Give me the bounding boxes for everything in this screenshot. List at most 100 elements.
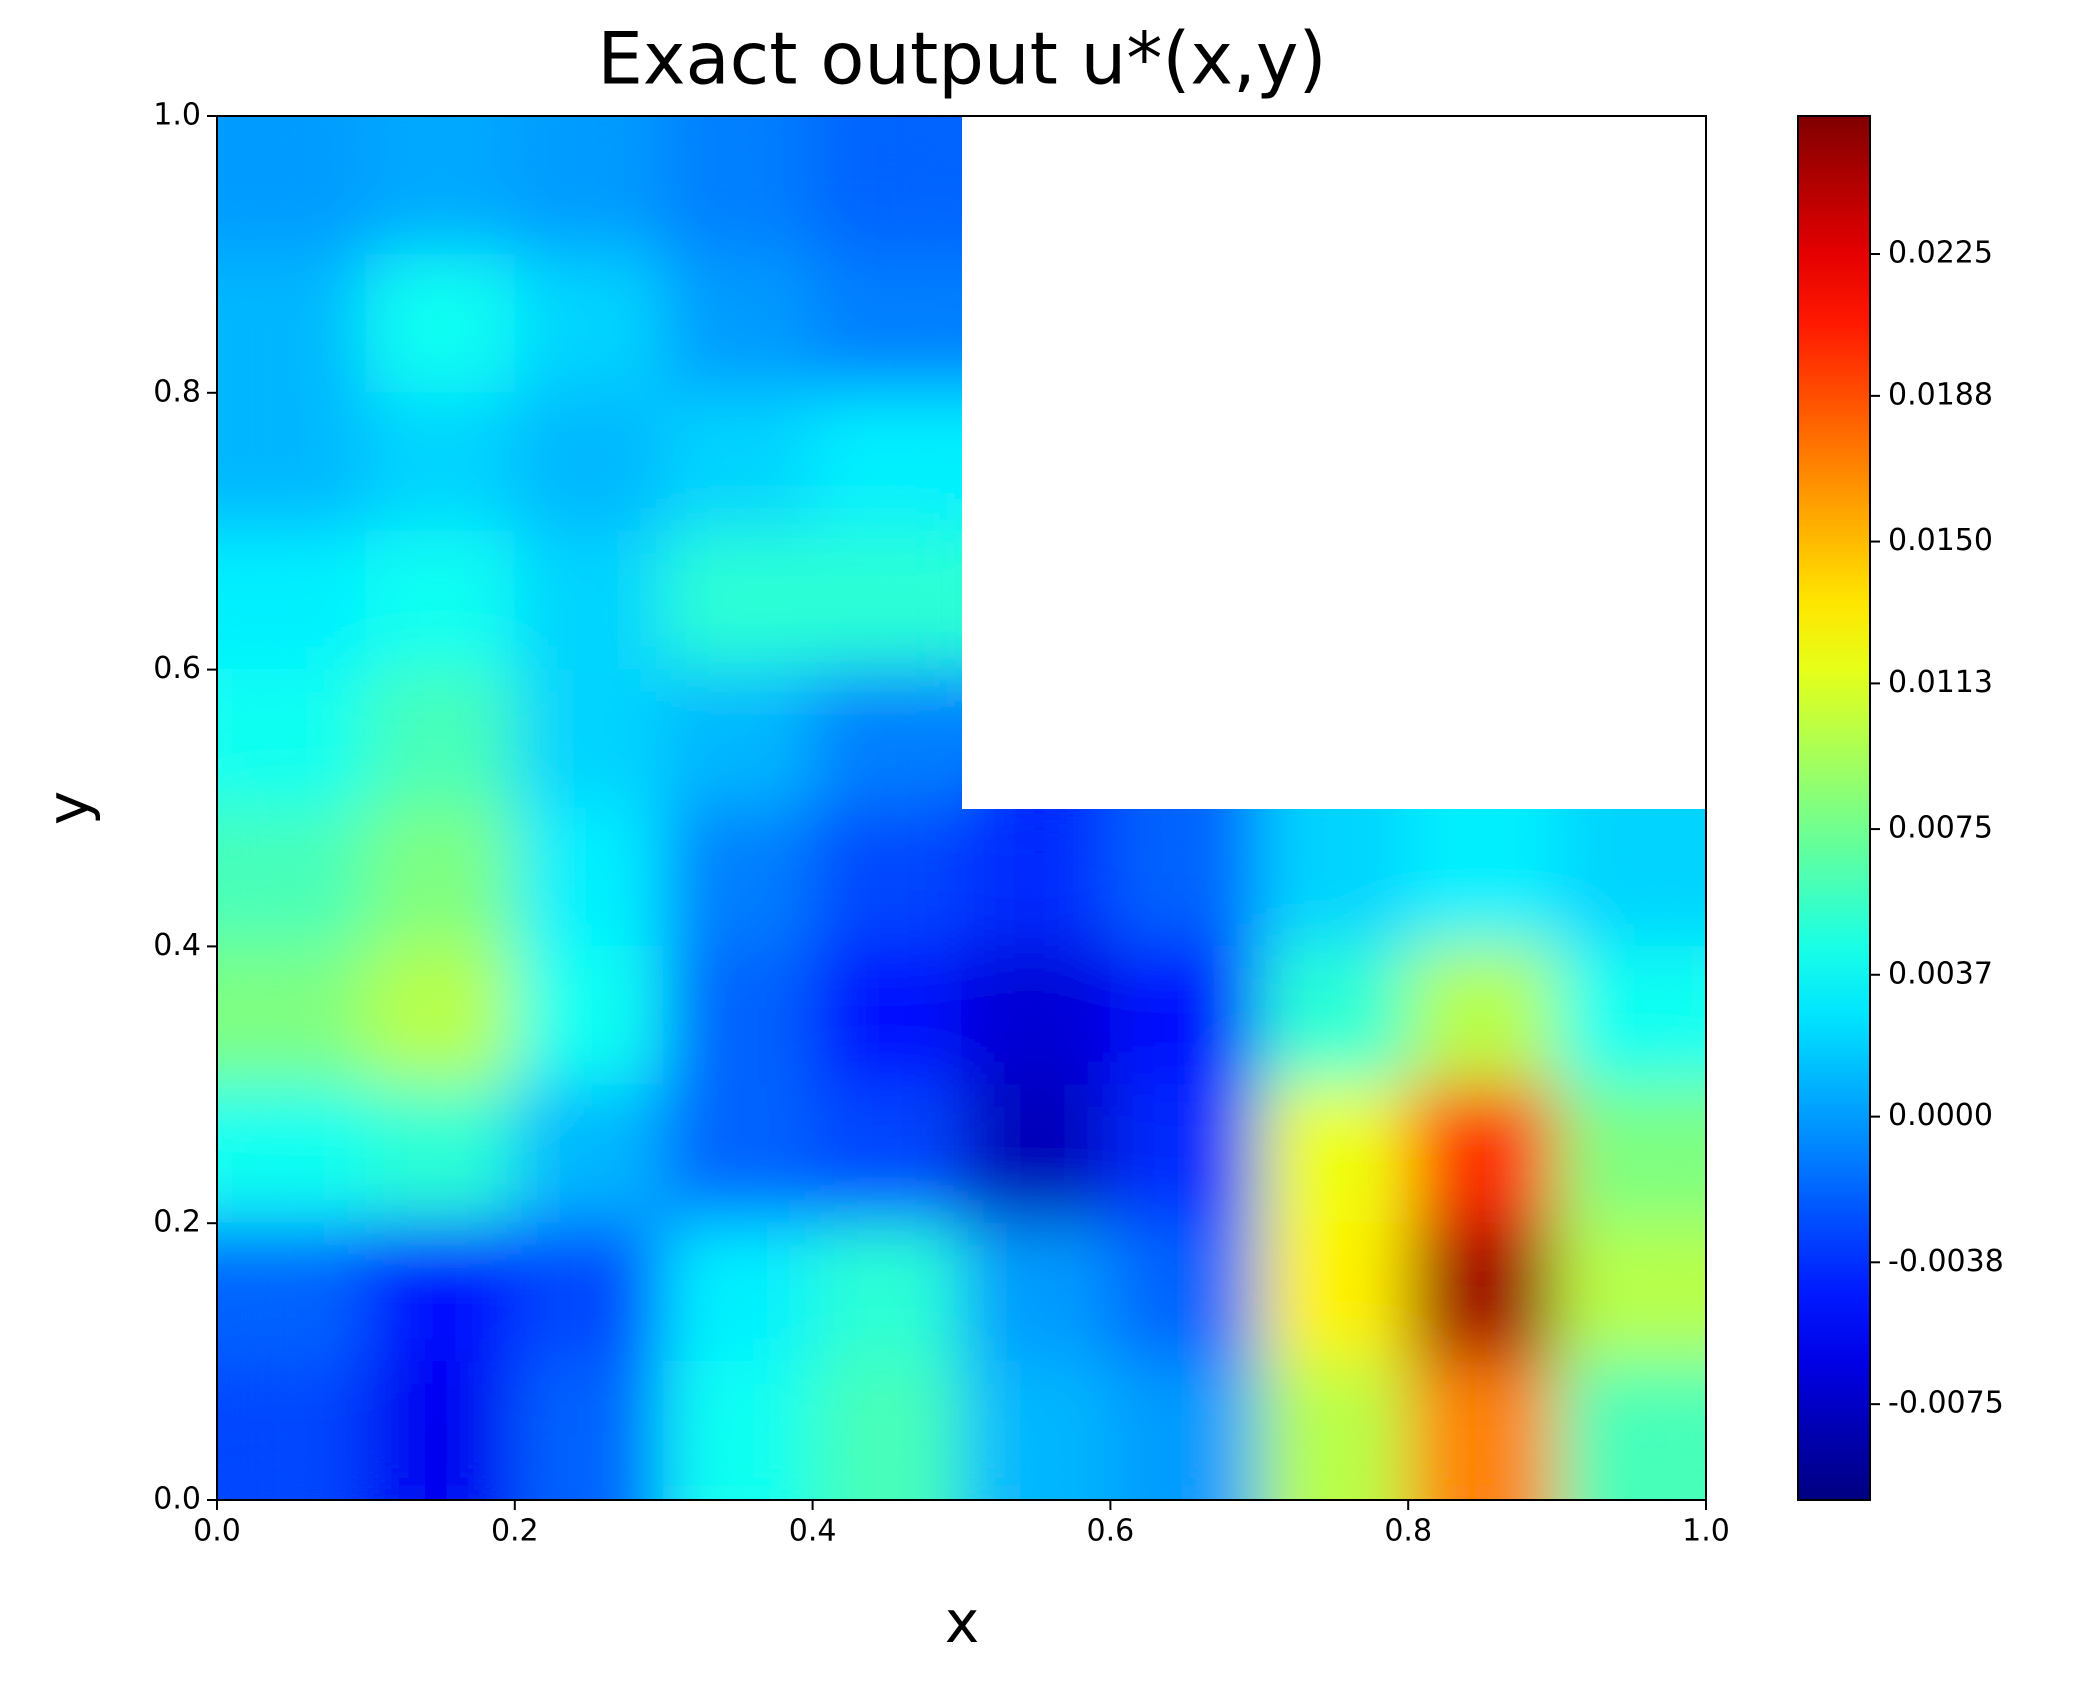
- heat-cell: [663, 669, 814, 809]
- heat-cell: [663, 945, 814, 1086]
- heat-cell: [663, 807, 814, 947]
- heat-cell: [663, 253, 814, 394]
- heat-cell: [365, 1361, 516, 1500]
- heat-cell: [1407, 1222, 1558, 1363]
- heat-cell: [961, 1084, 1111, 1224]
- heat-cell: [663, 116, 814, 255]
- colorbar-tick-label: 0.0037: [1888, 956, 1993, 991]
- colorbar-tick-label: 0.0225: [1888, 236, 1993, 271]
- y-tick-label: 0.4: [153, 928, 201, 963]
- heat-cell: [365, 1222, 516, 1363]
- heat-cell: [663, 392, 814, 532]
- heat-cell: [1109, 1361, 1260, 1500]
- y-tick-label: 1.0: [153, 98, 201, 133]
- heat-cell: [663, 1361, 814, 1500]
- heat-cell: [1556, 807, 1706, 947]
- heat-cell: [812, 807, 962, 947]
- x-tick-label: 1.0: [1682, 1514, 1730, 1549]
- heat-cell: [961, 807, 1111, 947]
- heat-cell: [961, 1222, 1111, 1363]
- heat-cell: [514, 116, 665, 255]
- y-tick-label: 0.8: [153, 374, 201, 409]
- heat-cell: [812, 945, 962, 1086]
- heat-cell: [812, 253, 962, 394]
- heat-cell: [217, 392, 367, 532]
- heat-cell: [514, 253, 665, 394]
- colorbar-tick-label: 0.0000: [1888, 1098, 1993, 1133]
- heat-cell: [812, 669, 962, 809]
- colorbar: [1797, 115, 1871, 1501]
- heat-cell: [1109, 807, 1260, 947]
- heat-cell: [1258, 1361, 1409, 1500]
- y-tick-label: 0.2: [153, 1205, 201, 1240]
- heat-cell: [1407, 1084, 1558, 1224]
- heat-cell: [365, 116, 516, 255]
- heat-cell: [217, 807, 367, 947]
- heat-cell: [1407, 807, 1558, 947]
- heat-cell: [217, 116, 367, 255]
- chart-title: Exact output u*(x,y): [597, 17, 1326, 101]
- heat-cell: [812, 1084, 962, 1224]
- y-tick-label: 0.6: [153, 651, 201, 686]
- heat-cell: [812, 530, 962, 671]
- heat-cell: [514, 392, 665, 532]
- colorbar-tick-label: 0.0150: [1888, 523, 1993, 558]
- heat-cell: [961, 1361, 1111, 1500]
- heat-cell: [1556, 1222, 1706, 1363]
- x-axis-label: x: [945, 1588, 979, 1656]
- heat-cell: [217, 1222, 367, 1363]
- heat-cell: [217, 530, 367, 671]
- heat-cell: [514, 807, 665, 947]
- heat-cell: [365, 945, 516, 1086]
- heat-cell: [217, 253, 367, 394]
- heat-cell: [217, 669, 367, 809]
- heat-cell: [365, 807, 516, 947]
- heat-cell: [1258, 807, 1409, 947]
- heat-cell: [365, 392, 516, 532]
- field: [217, 116, 1706, 1500]
- heat-cell: [217, 1084, 367, 1224]
- heat-cell: [663, 1222, 814, 1363]
- heat-cell: [663, 1084, 814, 1224]
- plot-frame: [216, 115, 1707, 1501]
- y-axis-label: y: [34, 791, 102, 825]
- heat-cell: [1556, 1361, 1706, 1500]
- heat-cell: [1109, 945, 1260, 1086]
- heat-cell: [365, 530, 516, 671]
- heat-cell: [365, 1084, 516, 1224]
- heat-cell: [514, 530, 665, 671]
- heat-cell: [812, 1222, 962, 1363]
- heat-cell: [1258, 1222, 1409, 1363]
- colorbar-tick-label: 0.0188: [1888, 377, 1993, 412]
- heat-cell: [514, 669, 665, 809]
- x-tick-label: 0.8: [1384, 1514, 1432, 1549]
- y-tick-label: 0.0: [153, 1482, 201, 1517]
- heat-cell: [1109, 1222, 1260, 1363]
- colorbar-tick-label: 0.0075: [1888, 811, 1993, 846]
- heat-cell: [365, 253, 516, 394]
- x-tick-label: 0.2: [491, 1514, 539, 1549]
- x-tick-label: 0.4: [789, 1514, 837, 1549]
- heat-cell: [365, 669, 516, 809]
- heat-cell: [812, 392, 962, 532]
- colorbar-tick-label: -0.0038: [1888, 1244, 2004, 1279]
- heat-cell: [1407, 945, 1558, 1086]
- heat-cell: [961, 945, 1111, 1086]
- x-tick-label: 0.6: [1087, 1514, 1135, 1549]
- heat-cell: [812, 1361, 962, 1500]
- heat-cell: [514, 1222, 665, 1363]
- heat-cell: [1556, 1084, 1706, 1224]
- heat-cell: [1258, 945, 1409, 1086]
- colorbar-tick-label: 0.0113: [1888, 665, 1993, 700]
- heat-cell: [1109, 1084, 1260, 1224]
- heat-cell: [217, 945, 367, 1086]
- heat-cell: [1556, 945, 1706, 1086]
- x-tick-label: 0.0: [193, 1514, 241, 1549]
- heat-cell: [1407, 1361, 1558, 1500]
- colorbar-tick-label: -0.0075: [1888, 1386, 2004, 1421]
- heat-cell: [663, 530, 814, 671]
- heat-cell: [1258, 1084, 1409, 1224]
- heat-cell: [812, 116, 962, 255]
